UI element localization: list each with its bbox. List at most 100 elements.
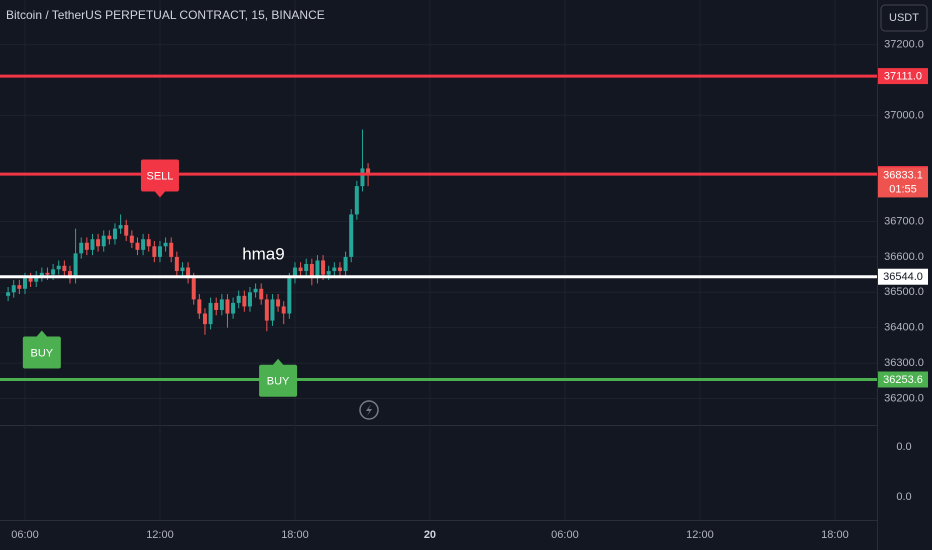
candle-body (186, 267, 191, 279)
candle-body (146, 239, 151, 247)
replay-icon[interactable] (359, 400, 379, 420)
candle-body (349, 214, 354, 257)
candle-body (276, 299, 281, 307)
y-tick-label: 36300.0 (884, 357, 924, 369)
signal-label: BUY (267, 376, 290, 388)
indicator-annotation: hma9 (242, 244, 285, 263)
candle-body (287, 278, 292, 314)
signal-badge (259, 364, 298, 397)
candle-body (332, 267, 337, 272)
candle-body (22, 278, 27, 289)
candle-body (107, 235, 112, 240)
candle-body (101, 235, 106, 247)
candle-body (11, 285, 16, 293)
candle-body (264, 299, 269, 321)
x-tick-label: 06:00 (551, 529, 579, 541)
candle-body (118, 225, 123, 229)
x-tick-label: 20 (424, 529, 436, 541)
x-tick-label: 18:00 (821, 529, 849, 541)
y-tick-label: 36200.0 (884, 392, 924, 404)
candle-body (169, 242, 174, 257)
candle-body (270, 299, 275, 321)
lower-pane-tick-label: 0.0 (896, 441, 911, 453)
candle-body (214, 302, 219, 310)
candle-body (45, 272, 50, 275)
last-price-label: 36833.1 (883, 169, 923, 181)
candle-body (141, 239, 146, 250)
candle-body (90, 239, 95, 250)
candle-body (253, 288, 258, 293)
candle-body (292, 267, 297, 279)
currency-button[interactable] (880, 4, 928, 32)
candle-body (202, 313, 207, 325)
y-tick-label: 36400.0 (884, 322, 924, 334)
candle-body (180, 267, 185, 272)
candle-body (96, 239, 101, 247)
signal-badge (22, 336, 61, 369)
signal-pointer (35, 330, 48, 338)
candle-body (73, 253, 78, 279)
lower-pane-tick-label: 0.0 (896, 491, 911, 503)
candle-body (124, 225, 129, 236)
candle-body (135, 242, 140, 250)
candle-body (62, 265, 67, 272)
candle-body (197, 299, 202, 314)
candle-body (34, 276, 39, 282)
candle-body (281, 306, 286, 314)
candle-body (129, 235, 134, 243)
y-tick-label: 36600.0 (884, 251, 924, 263)
candle-body (163, 242, 168, 247)
y-tick-label: 37200.0 (884, 38, 924, 50)
candle-body (152, 246, 157, 257)
y-tick-label: 37000.0 (884, 109, 924, 121)
signal-label: SELL (147, 170, 174, 182)
candle-body (360, 168, 365, 187)
candle-body (225, 299, 230, 314)
price-level-label: 36253.6 (883, 374, 923, 386)
candle-body (219, 299, 224, 310)
x-tick-label: 12:00 (146, 529, 174, 541)
candle-body (231, 302, 236, 314)
candle-body (67, 271, 72, 279)
candle-body (366, 168, 371, 175)
signal-pointer (153, 190, 166, 198)
price-level-label: 37111.0 (884, 70, 922, 82)
price-level-badge (878, 68, 928, 85)
currency-label: USDT (889, 12, 919, 24)
candle-body (343, 256, 348, 272)
candle-body (321, 260, 326, 275)
signal-pointer (272, 358, 285, 366)
y-tick-label: 36500.0 (884, 286, 924, 298)
candle-body (298, 267, 303, 272)
candle-body (337, 267, 342, 272)
candle-body (56, 265, 61, 270)
signal-badge (140, 159, 179, 192)
price-level-badge (878, 268, 928, 285)
candle-body (247, 292, 252, 307)
lightning-icon (366, 404, 372, 416)
countdown-label: 01:55 (889, 183, 917, 195)
chart-title: Bitcoin / TetherUS PERPETUAL CONTRACT, 1… (6, 8, 325, 22)
candle-body (242, 295, 247, 307)
candle-body (191, 278, 196, 300)
last-price-badge (878, 167, 928, 198)
candle-body (28, 278, 33, 282)
x-tick-label: 06:00 (11, 529, 39, 541)
candle-body (112, 228, 117, 240)
price-level-badge (878, 371, 928, 388)
candle-body (326, 271, 331, 275)
candle-body (354, 186, 359, 215)
candle-body (315, 260, 320, 279)
candle-body (17, 285, 22, 289)
candle-body (84, 242, 89, 250)
candle-body (174, 256, 179, 272)
signal-label: BUY (31, 347, 54, 359)
candle-body (6, 292, 11, 296)
candle-body (309, 263, 314, 279)
price-level-label: 36544.0 (883, 271, 923, 283)
y-tick-label: 36700.0 (884, 215, 924, 227)
candle-body (51, 269, 56, 275)
x-tick-label: 12:00 (686, 529, 714, 541)
